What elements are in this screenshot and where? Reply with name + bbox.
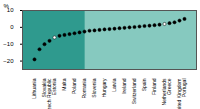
svg-text:%: %	[4, 3, 10, 9]
svg-text:Lithuania: Lithuania	[31, 78, 37, 99]
svg-text:Netherlands: Netherlands	[161, 78, 168, 106]
svg-text:Slovenia: Slovenia	[91, 78, 97, 97]
svg-text:Malta: Malta	[61, 78, 67, 90]
svg-text:Greece: Greece	[166, 78, 172, 95]
svg-text:Portugal: Portugal	[181, 79, 187, 98]
svg-text:Finland: Finland	[151, 78, 157, 95]
svg-text:Estonia: Estonia	[51, 78, 57, 95]
svg-text:Hungary: Hungary	[101, 78, 107, 97]
svg-text:Romania: Romania	[81, 78, 87, 98]
svg-text:0: 0	[10, 24, 14, 30]
svg-text:Latvia: Latvia	[111, 78, 117, 92]
svg-text:Poland: Poland	[71, 78, 77, 94]
svg-text:Spain: Spain	[141, 78, 147, 91]
svg-text:−10: −10	[3, 41, 14, 47]
svg-text:Ireland: Ireland	[121, 78, 127, 94]
svg-text:Slovakia: Slovakia	[41, 78, 48, 98]
svg-text:−20: −20	[3, 58, 14, 64]
svg-text:Switzerland: Switzerland	[131, 78, 137, 104]
svg-text:10: 10	[6, 7, 14, 14]
